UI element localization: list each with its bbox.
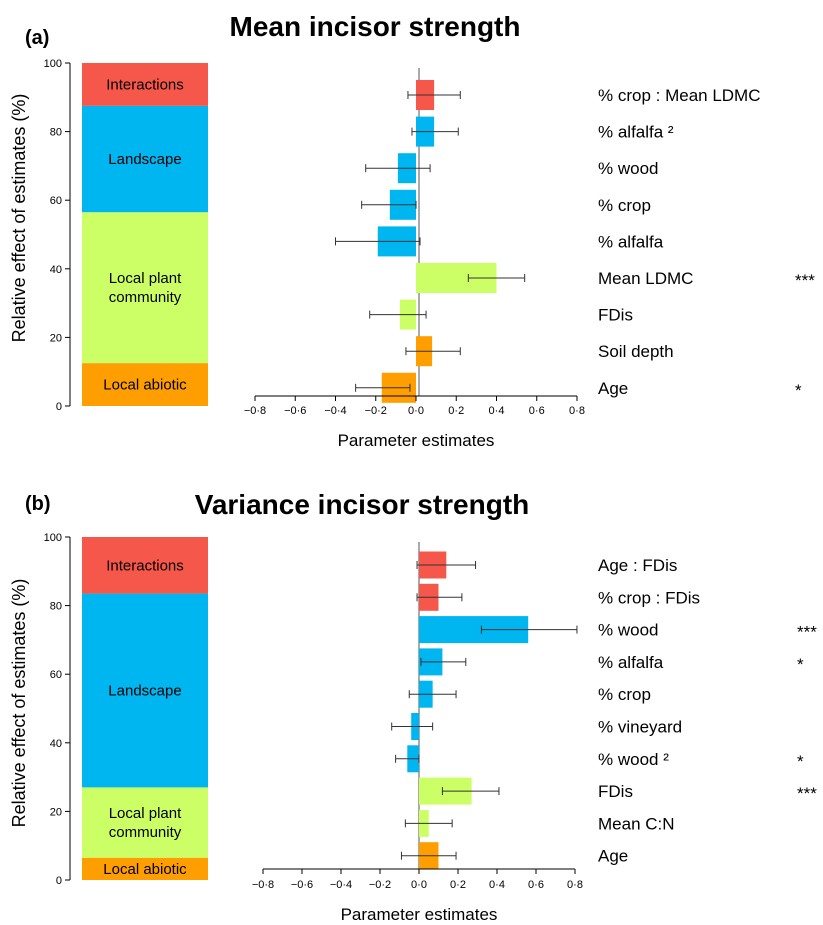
- panel-b-y-axis-label: Relative effect of estimates (%): [9, 579, 29, 828]
- panel-a-y-tick-label: 80: [50, 127, 62, 139]
- panel-b-y-tick-label: 20: [50, 806, 62, 818]
- panel-b-term-label: % alfalfa: [598, 653, 664, 672]
- panel-a-y-tick-label: 40: [50, 264, 62, 276]
- panel-a-effect-block-label: Interactions: [106, 76, 184, 93]
- panel-a-term-label: % alfalfa ²: [598, 123, 674, 142]
- panel-a-term-label: % crop: [598, 196, 651, 215]
- panel-a-x-tick-label: −0·8: [244, 405, 266, 417]
- panel-b-term-label: % vineyard: [598, 718, 682, 737]
- panel-b-x-tick-label: −0·2: [369, 879, 391, 891]
- panel-a-term-label: Mean LDMC: [598, 269, 693, 288]
- panel-b-x-tick-label: −0·4: [330, 879, 352, 891]
- panel-b-term-label: Age: [598, 847, 628, 866]
- panel-a-term-label: FDis: [598, 306, 633, 325]
- panel-b-effect-block-label: community: [109, 824, 182, 841]
- panel-b-effect-block-label: Landscape: [108, 682, 181, 699]
- panel-a-effect-block-3: [82, 63, 208, 106]
- panel-b-x-axis-label: Parameter estimates: [341, 905, 498, 924]
- panel-a-significance-label: ***: [795, 271, 815, 290]
- panel-b-term-label: Mean C:N: [598, 814, 675, 833]
- panel-b-x-tick-label: 0·0: [411, 879, 427, 891]
- panel-a-significance-label: *: [795, 381, 802, 400]
- panel-b-x-tick-label: 0·4: [489, 879, 505, 891]
- panel-a-x-tick-label: 0·6: [529, 405, 545, 417]
- panel-a-x-tick-label: −0·2: [365, 405, 387, 417]
- panel-b-term-label: Age : FDis: [598, 556, 677, 575]
- panel-a-term-label: Soil depth: [598, 342, 674, 361]
- panel-a-x-tick-label: 0·0: [408, 405, 424, 417]
- panel-a-effect-block-label: Landscape: [108, 151, 181, 168]
- panel-b-effect-block-3: [82, 537, 208, 594]
- panel-b-term-label: % crop: [598, 685, 651, 704]
- panel-b-y-tick-label: 40: [50, 738, 62, 750]
- panel-a-effect-block-2: [82, 105, 208, 213]
- panel-b-x-tick-label: 0·8: [567, 879, 583, 891]
- panel-b-term-label: % wood: [598, 621, 658, 640]
- panel-a-effect-block-label: Local abiotic: [103, 377, 187, 394]
- panel-a-x-tick-label: 0·8: [569, 405, 585, 417]
- panel-a-effect-block-0: [82, 363, 208, 406]
- panel-b-effect-block-1: [82, 787, 208, 858]
- panel-b-x-tick-label: 0·2: [450, 879, 466, 891]
- panel-a-letter: (a): [25, 27, 49, 49]
- panel-a-y-tick-label: 20: [50, 332, 62, 344]
- panel-b-y-tick-label: 60: [50, 669, 62, 681]
- panel-b-term-label: FDis: [598, 782, 633, 801]
- panel-a-effect-block-label: Local plant: [109, 270, 182, 287]
- panel-b-term-label: % wood ²: [598, 750, 669, 769]
- panel-b-y-tick-label: 80: [50, 601, 62, 613]
- panel-b-significance-label: ***: [797, 784, 817, 803]
- panel-b-letter: (b): [25, 493, 51, 515]
- panel-a-term-label: % alfalfa: [598, 232, 664, 251]
- panel-a-effect-block-label: community: [109, 289, 182, 306]
- panel-b-significance-label: ***: [797, 623, 817, 642]
- panel-a-y-tick-label: 100: [44, 58, 62, 70]
- panel-a-x-tick-label: 0·4: [489, 405, 505, 417]
- panel-a-y-tick-label: 60: [50, 195, 62, 207]
- panel-b-effect-block-label: Interactions: [106, 557, 184, 574]
- panel-b-effect-block-2: [82, 593, 208, 788]
- panel-a-y-axis-label: Relative effect of estimates (%): [9, 94, 29, 343]
- panel-a-x-axis-label: Parameter estimates: [338, 431, 495, 450]
- panel-b-title: Variance incisor strength: [195, 489, 530, 520]
- panel-a-y-tick-label: 0: [56, 401, 62, 413]
- panel-a-x-tick-label: −0·4: [324, 405, 346, 417]
- panel-a-effect-block-1: [82, 212, 208, 364]
- panel-b-significance-label: *: [797, 752, 804, 771]
- panel-b-x-tick-label: −0·8: [252, 879, 274, 891]
- panel-b-term-label: % crop : FDis: [598, 588, 700, 607]
- panel-a-term-label: Age: [598, 379, 628, 398]
- panel-a-title: Mean incisor strength: [230, 11, 521, 42]
- panel-a-x-tick-label: 0·2: [448, 405, 464, 417]
- panel-a-x-tick-label: −0·6: [284, 405, 306, 417]
- panel-b-significance-label: *: [797, 655, 804, 674]
- panel-b-y-tick-label: 0: [56, 875, 62, 887]
- panel-a-term-label: % wood: [598, 159, 658, 178]
- panel-b-x-tick-label: −0·6: [291, 879, 313, 891]
- panel-b-effect-block-0: [82, 857, 208, 880]
- panel-b-x-tick-label: 0·6: [528, 879, 544, 891]
- panel-b-effect-block-label: Local abiotic: [103, 861, 187, 878]
- panel-b-effect-block-label: Local plant: [109, 805, 182, 822]
- panel-a-term-label: % crop : Mean LDMC: [598, 86, 761, 105]
- panel-b-y-tick-label: 100: [44, 532, 62, 544]
